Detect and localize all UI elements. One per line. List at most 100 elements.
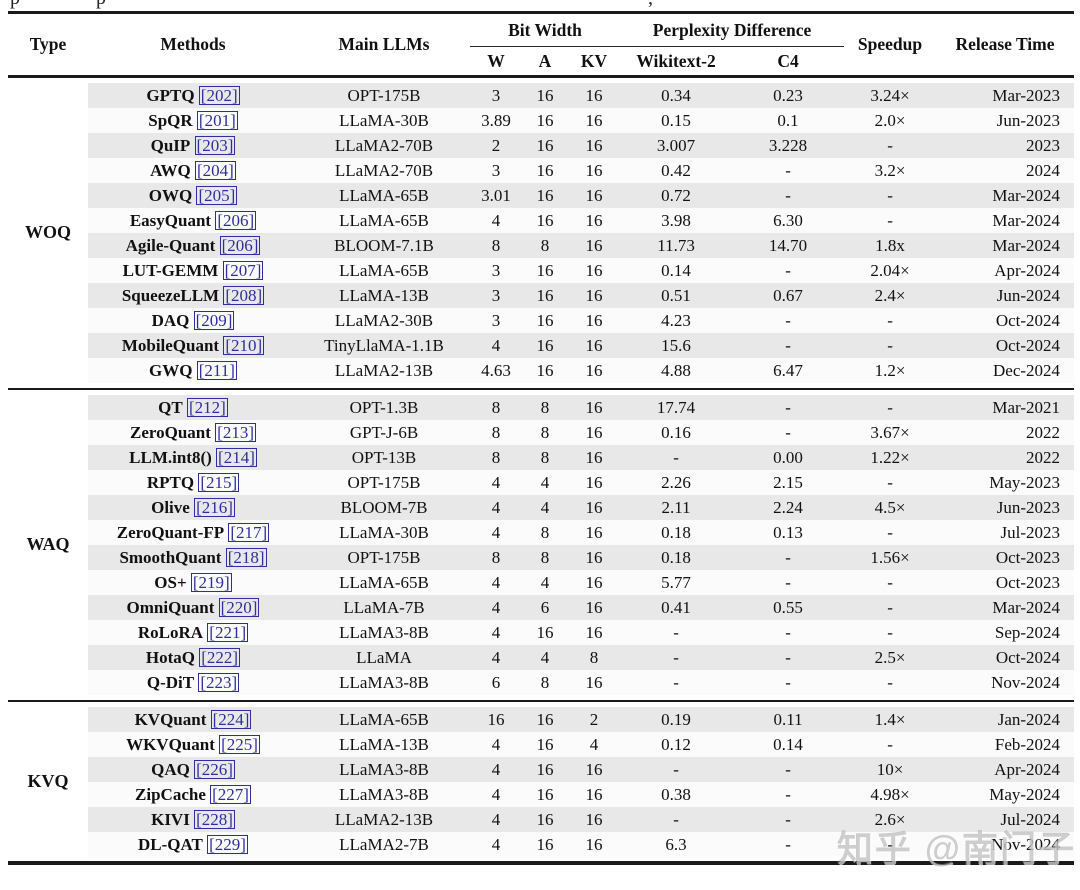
speedup-cell: 1.8x xyxy=(844,232,937,258)
type-label: WOQ xyxy=(24,222,71,242)
header-wikitext2: Wikitext-2 xyxy=(620,46,733,77)
citation-link[interactable]: [205] xyxy=(196,185,238,205)
wikitext2-ppl-cell: 0.18 xyxy=(620,519,733,545)
speedup-cell: - xyxy=(844,132,937,158)
bit-width-a-cell: 16 xyxy=(522,282,568,308)
release-time-cell: 2022 xyxy=(936,444,1075,470)
bit-width-kv-cell: 16 xyxy=(568,132,621,158)
citation-link[interactable]: [228] xyxy=(194,809,235,829)
citation-link[interactable]: [212] xyxy=(186,397,228,417)
citation-link[interactable]: [227] xyxy=(210,784,251,804)
release-time-cell: Nov-2024 xyxy=(936,831,1075,857)
release-time-cell: 2023 xyxy=(936,132,1075,158)
citation-link[interactable]: [221] xyxy=(207,622,249,642)
release-time-cell: Sep-2024 xyxy=(936,619,1075,645)
citation-link[interactable]: [217] xyxy=(228,522,270,542)
header-type: Type xyxy=(8,12,88,77)
citation-link[interactable]: [226] xyxy=(194,759,235,779)
type-label: KVQ xyxy=(27,771,69,791)
bit-width-kv-cell: 16 xyxy=(568,357,621,383)
bit-width-a-cell: 16 xyxy=(522,107,568,133)
citation-link[interactable]: [207] xyxy=(222,260,264,280)
citation-link[interactable]: [218] xyxy=(225,547,267,567)
citation-link[interactable]: [203] xyxy=(194,135,236,155)
citation-link[interactable]: [214] xyxy=(216,447,257,467)
citation-link[interactable]: [204] xyxy=(195,160,236,180)
speedup-cell: 4.98× xyxy=(844,781,937,807)
header-w: W xyxy=(470,46,522,77)
release-time-cell: Mar-2021 xyxy=(936,394,1075,420)
spacer-cell xyxy=(8,700,1075,707)
citation-link[interactable]: [223] xyxy=(198,672,240,692)
bit-width-kv-cell: 16 xyxy=(568,544,621,570)
main-llm-cell: LLaMA3-8B xyxy=(298,781,470,807)
method-name: DAQ xyxy=(151,310,190,330)
speedup-cell: 3.67× xyxy=(844,419,937,445)
method-name: HotaQ xyxy=(145,647,196,667)
c4-ppl-cell: 0.23 xyxy=(732,82,845,108)
citation-link[interactable]: [224] xyxy=(210,709,252,729)
citation-link[interactable]: [202] xyxy=(198,85,240,105)
table-row: RoLoRA [221] LLaMA3-8B 4 16 16- - - Sep-2024 xyxy=(8,619,1075,645)
citation-link[interactable]: [209] xyxy=(193,310,235,330)
spacer-row xyxy=(8,700,1075,707)
method-name: LUT-GEMM xyxy=(122,260,219,280)
method-cell: ZeroQuant-FP [217] xyxy=(88,519,298,545)
citation-link[interactable]: [206] xyxy=(219,235,261,255)
bit-width-a-cell: 4 xyxy=(522,569,568,595)
speedup-cell: - xyxy=(844,619,937,645)
bit-width-kv-cell: 16 xyxy=(568,831,621,857)
citation-link[interactable]: [225] xyxy=(219,734,260,754)
bit-width-kv-cell: 16 xyxy=(568,207,621,233)
speedup-cell: - xyxy=(844,332,937,358)
citation-link[interactable]: [220] xyxy=(218,597,260,617)
release-time-cell: Mar-2024 xyxy=(936,594,1075,620)
main-llm-cell: LLaMA-13B xyxy=(298,731,470,757)
speedup-cell: 1.4× xyxy=(844,706,937,732)
main-llm-cell: BLOOM-7B xyxy=(298,494,470,520)
method-name: QAQ xyxy=(151,759,190,779)
header-speedup: Speedup xyxy=(844,12,937,77)
bit-width-kv-cell: 16 xyxy=(568,257,621,283)
speedup-cell: 1.2× xyxy=(844,357,937,383)
wikitext2-ppl-cell: - xyxy=(620,644,733,670)
method-name: WKVQuant xyxy=(126,734,215,754)
citation-link[interactable]: [206] xyxy=(215,210,257,230)
bit-width-kv-cell: 16 xyxy=(568,82,621,108)
c4-ppl-cell: - xyxy=(732,394,845,420)
method-cell: ZipCache [227] xyxy=(88,781,298,807)
method-cell: QT [212] xyxy=(88,394,298,420)
method-name: OWQ xyxy=(148,185,193,205)
bit-width-kv-cell: 8 xyxy=(568,644,621,670)
main-llm-cell: LLaMA2-13B xyxy=(298,806,470,832)
citation-link[interactable]: [215] xyxy=(198,472,240,492)
table-row: RPTQ [215] OPT-175B 4 4 16 2.26 2.15- May-2023 xyxy=(8,469,1075,495)
wikitext2-ppl-cell: 0.42 xyxy=(620,157,733,183)
citation-link[interactable]: [222] xyxy=(199,647,241,667)
table-row: DAQ [209] LLaMA2-30B 3 16 16 4.23- - Oct-2024 xyxy=(8,307,1075,333)
citation-link[interactable]: [213] xyxy=(215,422,256,442)
table-header: Type Methods Main LLMs Bit Width Perplex… xyxy=(8,12,1075,77)
citation-link[interactable]: [219] xyxy=(190,572,232,592)
citation-link[interactable]: [229] xyxy=(207,834,248,854)
citation-link[interactable]: [216] xyxy=(194,497,235,517)
caption-fragment: , xyxy=(648,0,653,10)
release-time-cell: Mar-2024 xyxy=(936,207,1075,233)
method-cell: SmoothQuant [218] xyxy=(88,544,298,570)
method-cell: KIVI [228] xyxy=(88,806,298,832)
release-time-cell: Jul-2023 xyxy=(936,519,1075,545)
c4-ppl-cell: - xyxy=(732,182,845,208)
bit-width-a-cell: 8 xyxy=(522,444,568,470)
method-name: KIVI xyxy=(151,809,190,829)
main-llm-cell: LLaMA3-8B xyxy=(298,619,470,645)
bit-width-kv-cell: 16 xyxy=(568,781,621,807)
method-name: ZeroQuant-FP xyxy=(116,522,225,542)
bit-width-a-cell: 8 xyxy=(522,232,568,258)
citation-link[interactable]: [211] xyxy=(196,360,237,380)
citation-link[interactable]: [208] xyxy=(223,285,265,305)
bit-width-kv-cell: 16 xyxy=(568,307,621,333)
method-cell: GPTQ [202] xyxy=(88,82,298,108)
citation-link[interactable]: [201] xyxy=(196,110,238,130)
bit-width-w-cell: 4 xyxy=(470,569,522,595)
citation-link[interactable]: [210] xyxy=(223,335,265,355)
